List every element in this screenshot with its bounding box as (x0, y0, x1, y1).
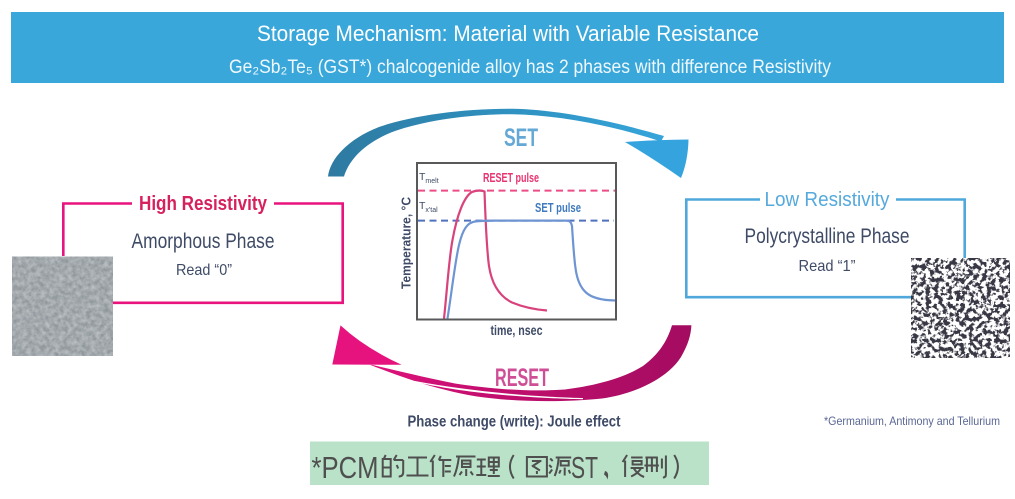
svg-text:SET: SET (504, 124, 538, 152)
svg-text:Ge₂Sb₂Te₅ (GST*) chalcogenide: Ge₂Sb₂Te₅ (GST*) chalcogenide alloy has … (229, 57, 831, 78)
svg-text:Amorphous Phase: Amorphous Phase (132, 230, 275, 253)
svg-text:Polycrystalline Phase: Polycrystalline Phase (745, 225, 910, 248)
svg-text:Read “1”: Read “1” (799, 258, 856, 275)
svg-text:RESET pulse: RESET pulse (483, 171, 539, 185)
svg-text:*Germanium, Antimony and Tellu: *Germanium, Antimony and Tellurium (824, 414, 1000, 428)
svg-text:*PCM: *PCM (312, 450, 379, 485)
svg-text:High Resistivity: High Resistivity (139, 193, 268, 215)
svg-text:RESET: RESET (495, 364, 549, 392)
svg-text:Read “0”: Read “0” (176, 262, 232, 279)
svg-text:ST: ST (571, 450, 598, 485)
svg-text:Storage Mechanism: Material wi: Storage Mechanism: Material with Variabl… (257, 21, 759, 46)
svg-text:Temperature, °C: Temperature, °C (400, 197, 414, 289)
svg-text:SET pulse: SET pulse (535, 201, 581, 215)
svg-text:time, nsec: time, nsec (491, 322, 543, 338)
svg-text:Phase change (write): Joule ef: Phase change (write): Joule effect (408, 414, 622, 431)
svg-text:Low Resistivity: Low Resistivity (765, 189, 890, 211)
